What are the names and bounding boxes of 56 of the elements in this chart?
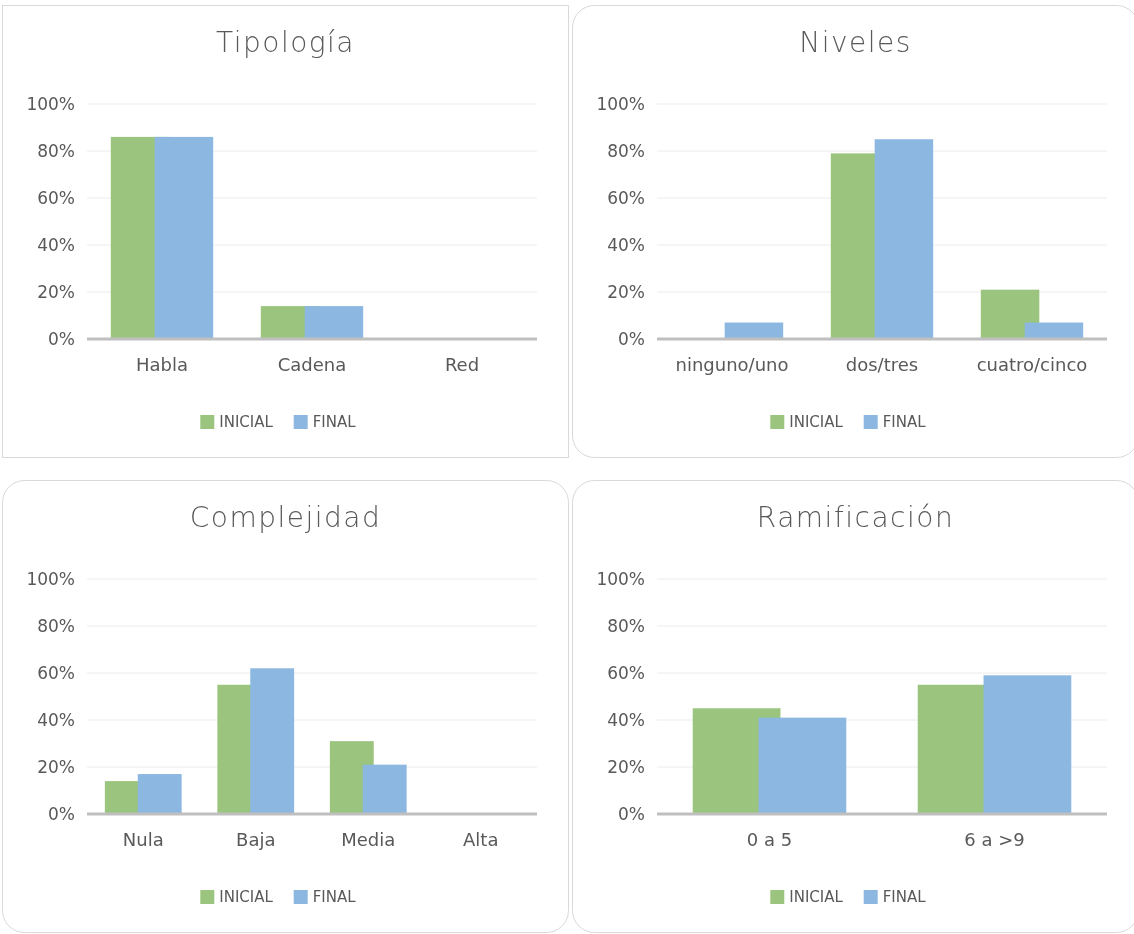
legend-label: FINAL [882, 413, 927, 432]
x-tick-label: dos/tres [845, 354, 919, 375]
chart-title: Niveles [799, 26, 912, 59]
chart-title: Ramificación [756, 501, 955, 534]
y-tick-label: 100% [596, 568, 645, 589]
y-tick-label: 60% [37, 662, 75, 683]
y-tick-label: 60% [607, 662, 645, 683]
bar [758, 717, 847, 814]
y-tick-label: 40% [607, 709, 645, 730]
x-tick-label: Alta [463, 829, 499, 850]
y-tick-label: 100% [26, 93, 75, 114]
legend-label: INICIAL [789, 888, 844, 907]
y-tick-label: 80% [37, 615, 75, 636]
y-tick-label: 40% [607, 234, 645, 255]
y-tick-label: 20% [37, 281, 75, 302]
bar [983, 675, 1072, 814]
x-tick-label: Media [341, 829, 396, 850]
y-tick-label: 40% [37, 709, 75, 730]
legend-label: INICIAL [789, 413, 844, 432]
x-tick-label: Baja [236, 829, 276, 850]
bar [1024, 322, 1084, 339]
legend-label: INICIAL [219, 413, 274, 432]
y-tick-label: 20% [607, 756, 645, 777]
x-tick-label: Habla [135, 354, 189, 375]
chart-title: Tipología [215, 26, 356, 59]
legend-label: FINAL [882, 888, 927, 907]
y-tick-label: 80% [37, 140, 75, 161]
y-tick-label: 100% [596, 93, 645, 114]
x-tick-label: cuatro/cinco [976, 354, 1088, 375]
y-tick-label: 80% [607, 615, 645, 636]
x-tick-label: 0 a 5 [746, 829, 793, 850]
y-tick-label: 80% [607, 140, 645, 161]
x-tick-label: Nula [122, 829, 164, 850]
bar [137, 774, 182, 814]
bar [362, 764, 407, 814]
chart-title: Complejidad [189, 501, 382, 534]
y-tick-label: 20% [607, 281, 645, 302]
bar [250, 668, 295, 814]
x-tick-label: 6 a >9 [964, 829, 1025, 850]
legend-label: FINAL [312, 888, 357, 907]
bar [724, 322, 784, 339]
y-tick-label: 20% [37, 756, 75, 777]
x-tick-label: ninguno/uno [675, 354, 789, 375]
y-tick-label: 0% [48, 803, 75, 824]
x-tick-label: Red [444, 354, 480, 375]
legend-label: FINAL [312, 413, 357, 432]
y-tick-label: 100% [26, 568, 75, 589]
y-tick-label: 60% [607, 187, 645, 208]
y-tick-label: 60% [37, 187, 75, 208]
bar [874, 139, 934, 339]
y-tick-label: 0% [618, 803, 645, 824]
y-tick-label: 40% [37, 234, 75, 255]
legend-label: INICIAL [219, 888, 274, 907]
y-tick-label: 0% [618, 328, 645, 349]
y-tick-label: 0% [48, 328, 75, 349]
x-tick-label: Cadena [277, 354, 347, 375]
